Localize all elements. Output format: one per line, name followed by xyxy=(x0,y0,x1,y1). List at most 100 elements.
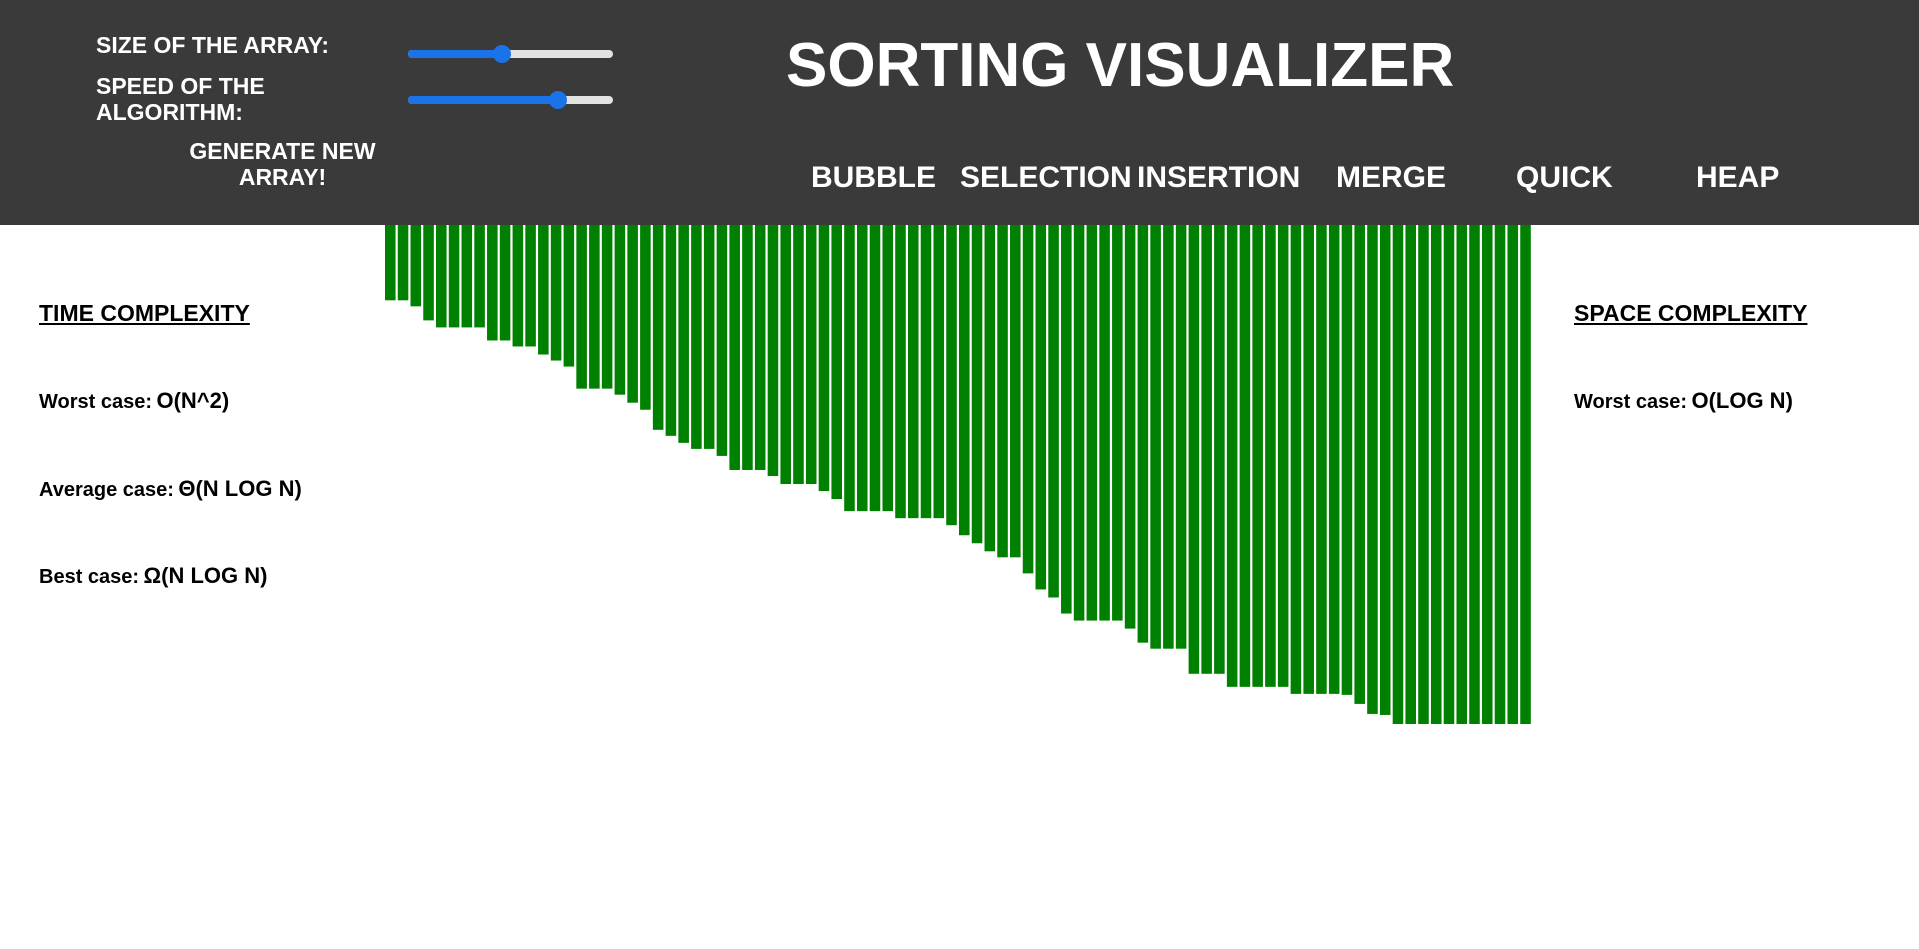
array-bar xyxy=(1086,225,1098,621)
case-value: Ω(N LOG N) xyxy=(143,563,268,588)
array-bar xyxy=(831,225,842,500)
array-bar xyxy=(448,225,460,328)
array-bar xyxy=(1265,225,1276,687)
space-worst-case: Worst case: O(LOG N) xyxy=(1574,388,1793,414)
array-bar xyxy=(487,225,498,341)
array-bar xyxy=(997,225,1008,558)
array-bar xyxy=(818,225,830,492)
algorithm-speed-slider[interactable] xyxy=(408,90,613,110)
array-bar xyxy=(691,225,702,449)
array-bar xyxy=(525,225,536,347)
array-bar xyxy=(729,225,740,470)
array-size-slider[interactable] xyxy=(408,44,613,64)
tab-selection-sort[interactable]: SELECTION xyxy=(960,161,1132,194)
slider-thumb[interactable] xyxy=(548,91,567,109)
space-complexity-heading: SPACE COMPLEXITY xyxy=(1574,300,1808,326)
case-label: Worst case: xyxy=(39,391,153,413)
array-bar xyxy=(385,225,396,301)
case-label: Worst case: xyxy=(1574,391,1688,413)
array-bar xyxy=(869,225,881,512)
array-bar xyxy=(652,225,664,430)
array-bar xyxy=(1481,225,1493,724)
array-bar xyxy=(512,225,524,347)
tab-quick-sort[interactable]: QUICK xyxy=(1516,161,1613,194)
array-bar xyxy=(805,225,817,485)
array-bar xyxy=(1405,225,1416,724)
array-bar xyxy=(550,225,562,361)
array-bar xyxy=(1214,225,1225,674)
array-bar xyxy=(601,225,613,389)
array-bar xyxy=(767,225,779,476)
array-bar xyxy=(933,225,945,519)
array-bar xyxy=(410,225,422,307)
page-title: SORTING VISUALIZER xyxy=(786,31,1455,100)
time-average-case: Average case: Θ(N LOG N) xyxy=(39,476,302,502)
array-bar xyxy=(1367,225,1378,714)
array-bar xyxy=(1022,225,1034,574)
array-bar xyxy=(1163,225,1174,649)
array-bar xyxy=(984,225,996,552)
array-bar xyxy=(1112,225,1123,621)
array-bar xyxy=(793,225,804,485)
array-bar xyxy=(589,225,600,389)
array-bar xyxy=(461,225,473,328)
array-bar xyxy=(1150,225,1161,649)
tab-insertion-sort[interactable]: INSERTION xyxy=(1137,161,1301,194)
array-bar xyxy=(1188,225,1200,674)
generate-new-array-button[interactable]: GENERATE NEW ARRAY! xyxy=(170,138,395,190)
array-bar xyxy=(946,225,957,526)
array-bar xyxy=(397,225,409,301)
array-bar xyxy=(1010,225,1021,558)
case-label: Average case: xyxy=(39,479,174,501)
case-value: O(N^2) xyxy=(156,388,230,413)
array-bar xyxy=(1494,225,1506,724)
array-bar xyxy=(1456,225,1468,724)
array-bar xyxy=(436,225,447,328)
header-bar: SIZE OF THE ARRAY: SPEED OF THE ALGORITH… xyxy=(0,0,1919,225)
array-bar xyxy=(538,225,549,355)
array-bar xyxy=(907,225,919,519)
tab-merge-sort[interactable]: MERGE xyxy=(1336,161,1447,194)
array-bar xyxy=(1099,225,1110,621)
array-bar xyxy=(1226,225,1238,687)
array-bar xyxy=(665,225,677,436)
array-bar xyxy=(844,225,855,512)
array-bar xyxy=(780,225,791,485)
array-bar xyxy=(1469,225,1480,724)
array-bar xyxy=(1507,225,1519,724)
array-bar xyxy=(716,225,728,456)
array-bar xyxy=(678,225,689,443)
array-bar xyxy=(882,225,894,512)
array-bar xyxy=(1290,225,1302,694)
array-bar xyxy=(563,225,575,367)
slider-thumb[interactable] xyxy=(493,45,512,63)
array-size-label: SIZE OF THE ARRAY: xyxy=(96,32,329,58)
tab-heap-sort[interactable]: HEAP xyxy=(1696,161,1780,194)
array-bar xyxy=(1328,225,1340,694)
array-bar xyxy=(1175,225,1187,649)
array-bar xyxy=(971,225,983,544)
tab-bubble-sort[interactable]: BUBBLE xyxy=(811,161,936,194)
array-bar xyxy=(627,225,638,403)
array-bar xyxy=(614,225,626,395)
array-bar xyxy=(1392,225,1404,724)
array-bar xyxy=(1418,225,1429,724)
slider-fill xyxy=(408,50,503,58)
array-bar xyxy=(959,225,970,536)
array-bar xyxy=(1354,225,1365,704)
array-bar xyxy=(1520,225,1531,724)
array-bar xyxy=(856,225,868,512)
time-complexity-heading: TIME COMPLEXITY xyxy=(39,300,250,326)
array-bar xyxy=(1277,225,1289,687)
array-bar xyxy=(1303,225,1314,694)
array-bar xyxy=(1239,225,1251,687)
array-bar xyxy=(1061,225,1072,614)
case-value: Θ(N LOG N) xyxy=(178,476,302,501)
array-bar xyxy=(474,225,485,328)
time-worst-case: Worst case: O(N^2) xyxy=(39,388,229,414)
array-bar xyxy=(1252,225,1263,687)
array-bar xyxy=(1201,225,1212,674)
array-bar xyxy=(499,225,511,341)
array-bar xyxy=(1035,225,1047,590)
